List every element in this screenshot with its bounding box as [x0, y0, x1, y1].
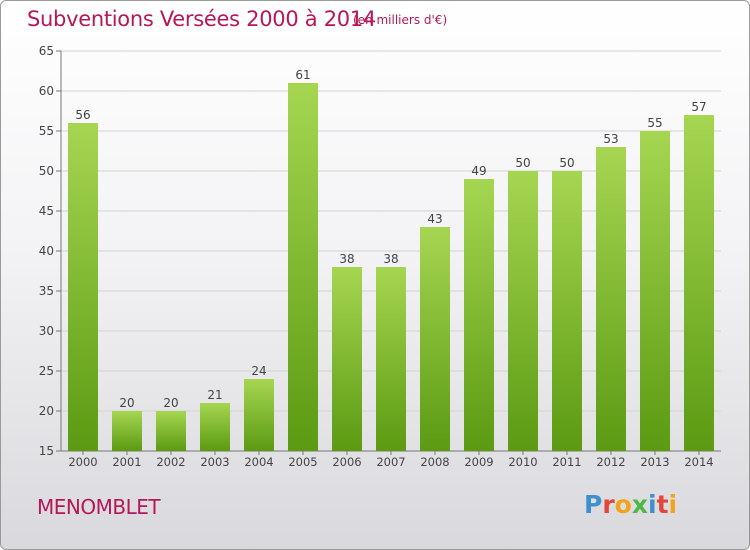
x-tick-label-2003: 2003 [200, 455, 229, 469]
bar-2014 [684, 115, 714, 451]
bar-2012 [596, 147, 626, 451]
data-labels: 56 20 20 21 24 61 38 38 43 49 50 50 53 55 57 [75, 68, 706, 410]
y-tick-label: 45 [39, 204, 54, 218]
bar-2004 [244, 379, 274, 451]
x-tick-label-2013: 2013 [640, 455, 669, 469]
value-label-2008: 43 [427, 212, 442, 226]
value-label-2011: 50 [559, 156, 574, 170]
bar-2005 [288, 83, 318, 451]
value-label-2006: 38 [339, 252, 354, 266]
bar-2002 [156, 411, 186, 451]
bar-2008 [420, 227, 450, 451]
x-tick-label-2002: 2002 [156, 455, 185, 469]
value-label-2012: 53 [603, 132, 618, 146]
bars [68, 83, 714, 451]
bar-2009 [464, 179, 494, 451]
y-tick-label: 50 [39, 164, 54, 178]
x-tick-label-2000: 2000 [68, 455, 97, 469]
value-label-2004: 24 [251, 364, 266, 378]
x-tick-label-2005: 2005 [288, 455, 317, 469]
value-label-2002: 20 [163, 396, 178, 410]
value-label-2000: 56 [75, 108, 90, 122]
y-tick-label: 20 [39, 404, 54, 418]
x-tick-label-2004: 2004 [244, 455, 273, 469]
y-tick-label: 25 [39, 364, 54, 378]
x-tick-label-2014: 2014 [684, 455, 713, 469]
logo-letter: r [602, 490, 615, 519]
bar-2011 [552, 171, 582, 451]
value-label-2003: 21 [207, 388, 222, 402]
x-tick-label-2009: 2009 [464, 455, 493, 469]
value-label-2007: 38 [383, 252, 398, 266]
commune-name: MENOMBLET [37, 495, 161, 519]
logo-letter: o [614, 490, 632, 519]
x-tick-label-2006: 2006 [332, 455, 361, 469]
value-label-2001: 20 [119, 396, 134, 410]
y-tick-label: 65 [39, 44, 54, 58]
y-tick-label: 60 [39, 84, 54, 98]
y-tick-label: 15 [39, 444, 54, 458]
bar-2003 [200, 403, 230, 451]
x-tick-label-2010: 2010 [508, 455, 537, 469]
x-tick-label-2008: 2008 [420, 455, 449, 469]
value-label-2010: 50 [515, 156, 530, 170]
bar-2010 [508, 171, 538, 451]
value-label-2005: 61 [295, 68, 310, 82]
bar-2006 [332, 267, 362, 451]
x-tick-label-2012: 2012 [596, 455, 625, 469]
y-tick-label: 35 [39, 284, 54, 298]
value-label-2013: 55 [647, 116, 662, 130]
value-label-2014: 57 [691, 100, 706, 114]
logo-letter: P [584, 490, 603, 519]
chart-title: Subventions Versées 2000 à 2014 [27, 7, 376, 31]
logo-letter: i [668, 490, 678, 519]
bar-2007 [376, 267, 406, 451]
chart-subtitle: (en milliers d'€) [353, 13, 448, 27]
bar-2000 [68, 123, 98, 451]
x-tick-label-2007: 2007 [376, 455, 405, 469]
y-tick-label: 55 [39, 124, 54, 138]
bar-2013 [640, 131, 670, 451]
logo-letter: i [648, 490, 657, 519]
y-tick-label: 30 [39, 324, 54, 338]
x-tick-label-2011: 2011 [552, 455, 581, 469]
y-tick-label: 40 [39, 244, 54, 258]
logo-letter: x [631, 490, 648, 519]
proxiti-logo[interactable]: Proxiti [584, 490, 677, 519]
value-label-2009: 49 [471, 164, 486, 178]
x-tick-label-2001: 2001 [112, 455, 141, 469]
logo-letter: t [656, 490, 669, 519]
bar-2001 [112, 411, 142, 451]
tick-labels: 15 20 25 30 35 40 45 50 55 60 65 2000 2001 2002 2003 20… [39, 44, 714, 469]
